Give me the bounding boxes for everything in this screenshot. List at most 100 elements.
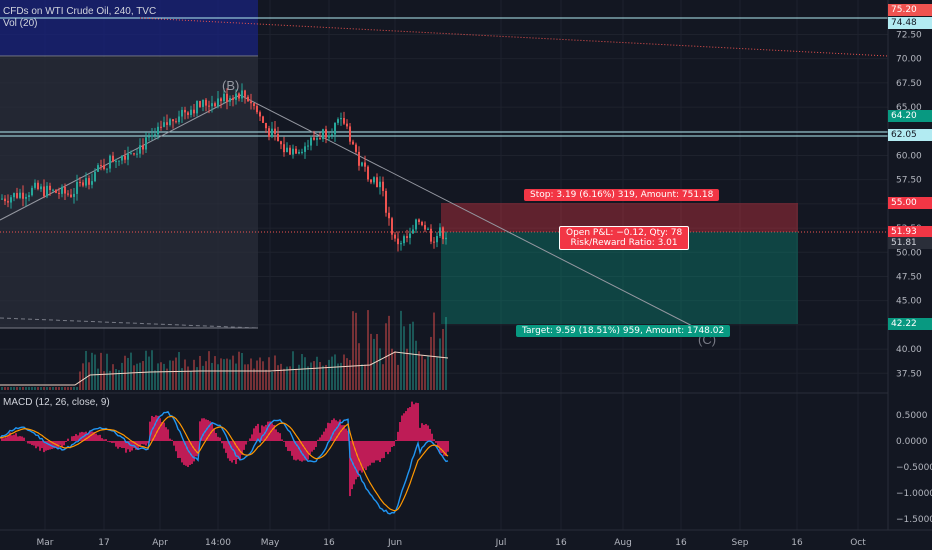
volume-bar — [361, 364, 363, 390]
candle-body — [73, 193, 75, 197]
candle-body — [130, 153, 132, 155]
candle-body — [373, 177, 375, 183]
candle-body — [268, 128, 270, 137]
candle-body — [223, 93, 225, 102]
candle-body — [388, 212, 390, 219]
volume-bar — [28, 387, 30, 390]
candle-body — [391, 218, 393, 235]
volume-indicator-label[interactable]: Vol (20) — [3, 18, 38, 29]
candle-body — [202, 99, 204, 107]
candle-body — [67, 193, 69, 195]
candle-body — [424, 225, 426, 230]
candle-body — [334, 122, 336, 135]
candle-body — [421, 221, 423, 226]
volume-bar — [4, 387, 6, 390]
candle-body — [403, 236, 405, 244]
time-tick-label: Sep — [732, 538, 749, 548]
candle-body — [133, 153, 135, 155]
volume-bar — [202, 365, 204, 390]
volume-bar — [355, 312, 357, 390]
volume-bar — [100, 352, 102, 390]
pnl-box[interactable]: Open P&L: −0.12, Qty: 78 Risk/Reward Rat… — [559, 226, 690, 250]
volume-bar — [346, 358, 348, 390]
price-tick-label: 60.00 — [896, 151, 922, 161]
macd-signal-line — [0, 415, 449, 512]
volume-bar — [445, 317, 447, 390]
candle-body — [298, 152, 300, 154]
candle-body — [370, 179, 372, 183]
volume-bar — [412, 321, 414, 390]
volume-bar — [25, 387, 27, 390]
grey-zone — [0, 57, 258, 328]
volume-bar — [310, 362, 312, 390]
candle-body — [124, 155, 126, 160]
candle-body — [352, 141, 354, 145]
candle-body — [385, 190, 387, 213]
candle-body — [109, 155, 111, 169]
price-tag: 51.93 — [888, 226, 932, 238]
candle-body — [52, 189, 54, 191]
volume-bar — [115, 368, 117, 390]
candle-body — [250, 101, 252, 104]
candle-body — [262, 116, 264, 123]
macd-indicator-label[interactable]: MACD (12, 26, close, 9) — [3, 397, 110, 408]
candle-body — [214, 103, 216, 107]
volume-bar — [37, 387, 39, 390]
volume-bar — [421, 355, 423, 390]
volume-bar — [217, 364, 219, 390]
candle-body — [265, 122, 267, 129]
candle-body — [259, 112, 261, 117]
volume-bar — [235, 363, 237, 390]
macd-tick-label: −1.0000 — [896, 489, 932, 499]
volume-bar — [340, 362, 342, 390]
volume-bar — [352, 311, 354, 390]
volume-bar — [253, 368, 255, 390]
volume-bar — [142, 361, 144, 390]
candle-body — [199, 101, 201, 107]
candle-body — [349, 126, 351, 142]
candle-body — [190, 109, 192, 115]
volume-bar — [247, 364, 249, 390]
volume-bar — [19, 387, 21, 390]
candle-body — [145, 137, 147, 150]
candle-body — [301, 151, 303, 153]
candle-body — [328, 135, 330, 138]
candle-body — [82, 182, 84, 186]
candle-body — [31, 187, 33, 196]
time-axis-bg — [0, 530, 932, 550]
wave-b-annotation[interactable]: (B) — [222, 78, 240, 93]
trend-line-down — [239, 94, 711, 336]
volume-bar — [43, 387, 45, 390]
trend-line-up — [0, 94, 241, 221]
volume-bar — [97, 368, 99, 390]
stop-label[interactable]: Stop: 3.19 (6.16%) 319, Amount: 751.18 — [524, 189, 720, 201]
candle-body — [427, 228, 429, 230]
volume-bar — [160, 362, 162, 390]
candle-body — [142, 145, 144, 150]
volume-bar — [409, 323, 411, 390]
candle-body — [196, 101, 198, 114]
volume-bar — [343, 354, 345, 390]
candle-body — [184, 109, 186, 113]
candle-body — [409, 233, 411, 238]
volume-bar — [271, 371, 273, 390]
candle-body — [151, 135, 153, 137]
price-tag: 74.48 — [888, 17, 932, 29]
candle-body — [274, 128, 276, 134]
candle-body — [193, 109, 195, 114]
target-label[interactable]: Target: 9.59 (18.51%) 959, Amount: 1748.… — [516, 325, 731, 337]
volume-bar — [34, 387, 36, 390]
time-tick-label: Aug — [614, 538, 632, 548]
volume-bar — [211, 362, 213, 390]
candle-body — [160, 126, 162, 128]
volume-bar — [406, 348, 408, 390]
volume-bar — [262, 361, 264, 390]
candle-body — [91, 181, 93, 185]
volume-bar — [244, 364, 246, 390]
symbol-title[interactable]: CFDs on WTI Crude Oil, 240, TVC — [3, 6, 157, 17]
candle-body — [22, 192, 24, 199]
time-tick-label: 14:00 — [205, 538, 231, 548]
volume-bar — [118, 370, 120, 390]
time-tick-label: May — [261, 538, 280, 548]
